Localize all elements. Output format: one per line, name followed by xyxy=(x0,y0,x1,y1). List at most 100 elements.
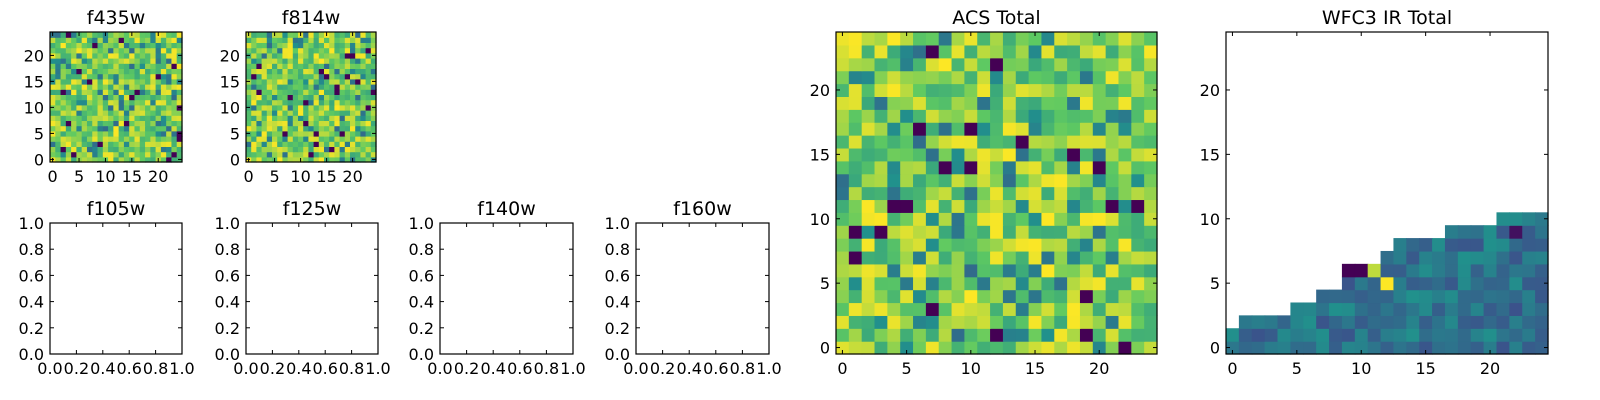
image-pixel xyxy=(71,47,77,54)
image-pixel xyxy=(900,57,914,72)
image-pixel xyxy=(1535,302,1549,316)
image-pixel xyxy=(139,151,146,158)
image-pixel xyxy=(370,120,377,127)
image-pixel xyxy=(251,63,257,69)
image-pixel xyxy=(344,146,351,153)
image-pixel xyxy=(160,146,167,153)
image-pixel xyxy=(50,68,56,75)
image-pixel xyxy=(334,84,341,90)
image-pixel xyxy=(360,99,367,106)
image-pixel xyxy=(60,130,67,137)
image-pixel xyxy=(1015,147,1030,162)
image-pixel xyxy=(1432,328,1446,342)
image-pixel xyxy=(324,89,330,95)
image-pixel xyxy=(108,68,114,75)
image-pixel xyxy=(951,109,965,123)
image-pixel xyxy=(92,52,99,59)
image-pixel xyxy=(60,136,67,142)
image-pixel xyxy=(1341,328,1356,342)
image-pixel xyxy=(329,130,335,137)
image-pixel xyxy=(76,136,83,142)
image-pixel xyxy=(92,120,99,127)
image-pixel xyxy=(251,141,257,147)
image-pixel xyxy=(313,130,320,137)
image-pixel xyxy=(1067,122,1081,136)
image-pixel xyxy=(1522,302,1536,316)
image-pixel xyxy=(1015,276,1030,291)
image-pixel xyxy=(1470,289,1485,304)
image-pixel xyxy=(1470,263,1485,278)
image-pixel xyxy=(1041,70,1055,85)
image-pixel xyxy=(256,42,263,49)
image-pixel xyxy=(1496,341,1510,355)
image-pixel xyxy=(1092,225,1107,239)
image-pixel xyxy=(925,32,940,46)
image-pixel xyxy=(836,225,850,239)
image-pixel xyxy=(155,110,162,116)
image-pixel xyxy=(887,70,901,85)
image-pixel xyxy=(1329,328,1343,342)
image-pixel xyxy=(1118,44,1132,59)
image-pixel xyxy=(1015,238,1030,252)
image-pixel xyxy=(350,58,356,64)
image-pixel xyxy=(1277,341,1291,355)
image-pixel xyxy=(113,156,120,163)
image-pixel xyxy=(1041,186,1055,201)
image-pixel xyxy=(266,73,273,80)
image-pixel xyxy=(65,110,72,116)
image-pixel xyxy=(1419,302,1433,316)
image-pixel xyxy=(150,42,157,49)
image-pixel xyxy=(1054,109,1068,123)
image-pixel xyxy=(50,146,56,153)
image-pixel xyxy=(272,37,278,43)
image-pixel xyxy=(139,32,146,38)
image-pixel xyxy=(55,141,62,147)
image-pixel xyxy=(108,42,114,49)
image-pixel xyxy=(92,136,99,142)
y-tick-label: 5 xyxy=(820,274,830,293)
image-pixel xyxy=(266,42,273,49)
image-pixel xyxy=(350,110,356,116)
image-pixel xyxy=(360,110,367,116)
image-pixel xyxy=(113,136,120,142)
image-pixel xyxy=(113,32,120,38)
image-pixel xyxy=(874,57,888,72)
image-pixel xyxy=(1144,199,1158,213)
image-pixel xyxy=(964,199,978,213)
image-pixel xyxy=(1131,44,1145,59)
image-cells xyxy=(50,32,183,163)
image-pixel xyxy=(1002,32,1017,46)
image-pixel xyxy=(355,42,361,49)
image-pixel xyxy=(925,302,940,316)
image-pixel xyxy=(1522,238,1536,252)
image-pixel xyxy=(1015,315,1030,329)
image-pixel xyxy=(55,52,62,59)
image-pixel xyxy=(176,151,183,158)
image-pixel xyxy=(1028,109,1043,123)
image-pixel xyxy=(365,37,372,43)
image-pixel xyxy=(1092,96,1107,110)
image-pixel xyxy=(160,151,167,158)
image-pixel xyxy=(97,84,104,90)
image-pixel xyxy=(1496,289,1510,304)
image-pixel xyxy=(334,52,341,59)
image-pixel xyxy=(272,130,278,137)
image-pixel xyxy=(1380,263,1395,278)
image-pixel xyxy=(298,110,304,116)
image-pixel xyxy=(145,141,151,147)
image-pixel xyxy=(50,110,56,116)
image-pixel xyxy=(65,130,72,137)
image-pixel xyxy=(303,104,309,111)
image-pixel xyxy=(277,42,283,49)
image-pixel xyxy=(65,68,72,75)
image-pixel xyxy=(938,186,953,201)
image-pixel xyxy=(1444,315,1459,329)
image-pixel xyxy=(171,146,178,153)
image-pixel xyxy=(874,160,888,175)
image-pixel xyxy=(1028,160,1043,175)
image-pixel xyxy=(874,135,888,149)
image-pixel xyxy=(1470,302,1485,316)
image-pixel xyxy=(55,115,62,121)
image-pixel xyxy=(887,212,901,226)
